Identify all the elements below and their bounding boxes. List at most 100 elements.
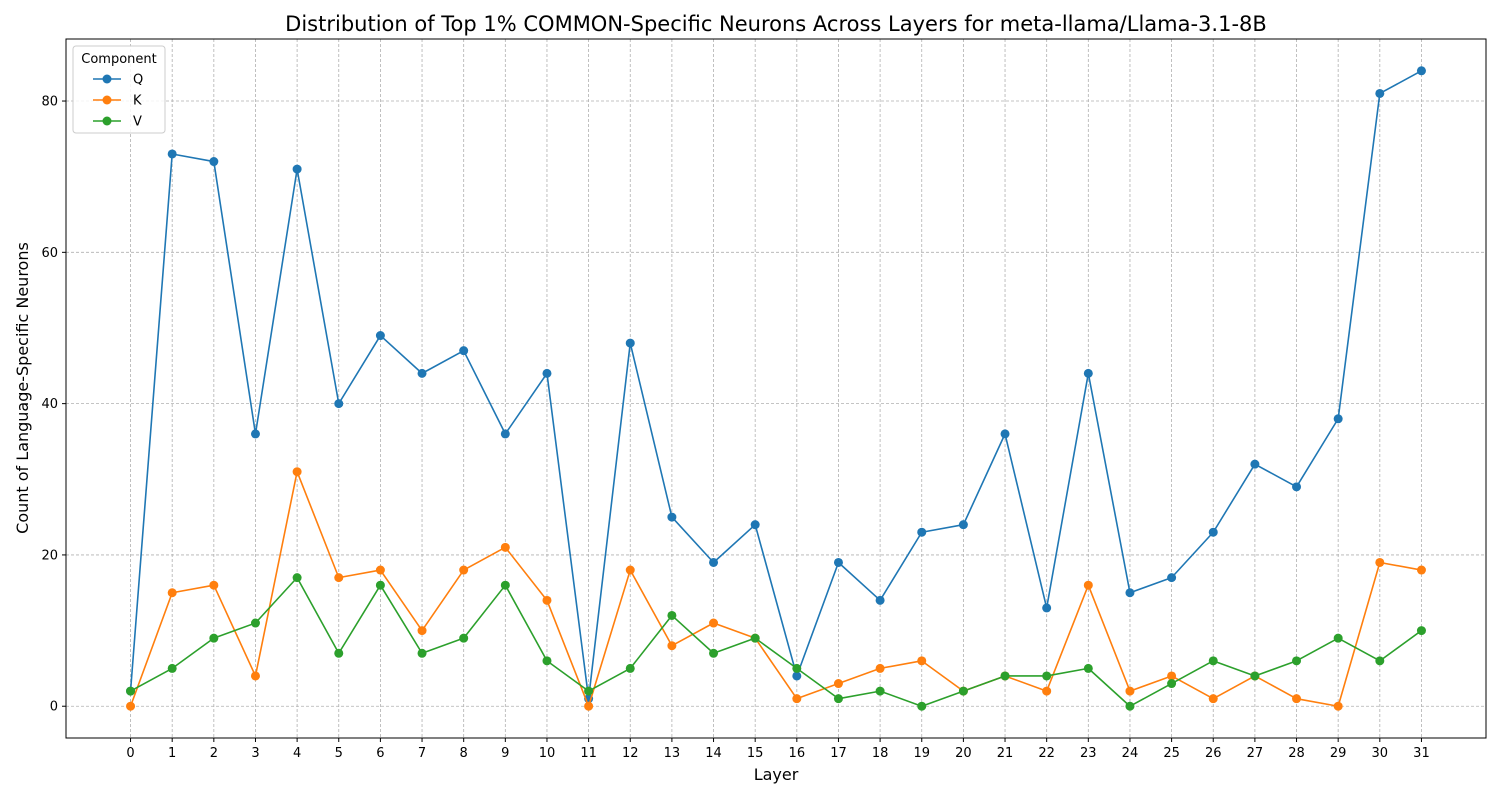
- data-point-q: [334, 399, 344, 409]
- data-point-k: [459, 565, 469, 575]
- data-point-v: [375, 580, 385, 590]
- x-tick-label: 31: [1413, 746, 1430, 761]
- x-tick-label: 25: [1163, 746, 1180, 761]
- x-tick-label: 22: [1038, 746, 1055, 761]
- data-point-q: [1208, 527, 1218, 537]
- x-tick-label: 0: [126, 746, 134, 761]
- y-tick-label: 80: [41, 95, 58, 110]
- series-line-v: [130, 576, 1422, 708]
- x-tick-label: 26: [1205, 746, 1222, 761]
- data-point-v: [1333, 633, 1343, 643]
- series-v: [126, 573, 1426, 711]
- data-point-q: [792, 671, 802, 681]
- data-point-v: [500, 580, 510, 590]
- legend-title: Component: [81, 52, 156, 67]
- x-tick-label: 28: [1288, 746, 1305, 761]
- data-point-v: [709, 648, 719, 658]
- x-tick-label: 14: [705, 746, 722, 761]
- y-tick-label: 0: [50, 700, 58, 715]
- data-point-q: [1000, 429, 1010, 439]
- data-point-k: [1167, 671, 1177, 681]
- x-tick-label: 2: [210, 746, 218, 761]
- data-point-k: [126, 701, 136, 711]
- data-point-q: [833, 557, 843, 567]
- x-tick-label: 24: [1122, 746, 1139, 761]
- data-point-q: [1416, 66, 1426, 76]
- data-point-k: [625, 565, 635, 575]
- data-point-q: [958, 520, 968, 530]
- data-point-k: [1208, 694, 1218, 704]
- x-tick-label: 3: [251, 746, 259, 761]
- series-q: [126, 66, 1426, 704]
- data-point-q: [875, 595, 885, 605]
- x-tick-label: 17: [830, 746, 847, 761]
- legend-item-k: K: [93, 94, 142, 109]
- data-point-v: [1083, 663, 1093, 673]
- data-point-k: [1292, 694, 1302, 704]
- data-point-k: [667, 641, 677, 651]
- data-point-q: [709, 557, 719, 567]
- data-point-v: [792, 663, 802, 673]
- chart-title: Distribution of Top 1% COMMON-Specific N…: [285, 12, 1267, 36]
- data-point-v: [625, 663, 635, 673]
- x-tick-label: 5: [335, 746, 343, 761]
- x-tick-label: 1: [168, 746, 176, 761]
- x-tick-label: 21: [997, 746, 1014, 761]
- series-layer: [126, 66, 1426, 711]
- data-point-v: [1292, 656, 1302, 666]
- data-point-k: [542, 595, 552, 605]
- data-point-q: [625, 338, 635, 348]
- data-point-v: [250, 618, 260, 628]
- x-tick-label: 8: [460, 746, 468, 761]
- x-tick-label: 18: [872, 746, 889, 761]
- data-point-k: [792, 694, 802, 704]
- data-point-v: [958, 686, 968, 696]
- data-point-v: [1125, 701, 1135, 711]
- x-tick-label: 12: [622, 746, 639, 761]
- data-point-q: [917, 527, 927, 537]
- y-axis-label: Count of Language-Specific Neurons: [13, 242, 32, 534]
- data-point-q: [1042, 603, 1052, 613]
- data-point-k: [1416, 565, 1426, 575]
- data-point-k: [500, 542, 510, 552]
- data-point-k: [709, 618, 719, 628]
- series-line-q: [129, 70, 1422, 700]
- data-point-k: [334, 573, 344, 583]
- x-tick-label: 27: [1247, 746, 1264, 761]
- data-point-v: [875, 686, 885, 696]
- data-point-q: [1125, 588, 1135, 598]
- x-tick-label: 6: [376, 746, 384, 761]
- data-point-k: [292, 467, 302, 477]
- data-point-q: [250, 429, 260, 439]
- legend-box: [72, 45, 166, 134]
- data-point-q: [1292, 482, 1302, 492]
- data-point-k: [584, 701, 594, 711]
- y-axis: 0 20 40 60 80: [41, 95, 66, 715]
- data-point-q: [459, 346, 469, 356]
- data-point-q: [1375, 88, 1385, 98]
- x-tick-label: 23: [1080, 746, 1097, 761]
- data-point-q: [500, 429, 510, 439]
- legend-marker-k: [102, 95, 112, 105]
- data-point-v: [1042, 671, 1052, 681]
- legend-items: QKV: [93, 73, 143, 130]
- data-point-q: [667, 512, 677, 522]
- x-tick-label: 19: [913, 746, 930, 761]
- data-point-k: [167, 588, 177, 598]
- data-point-k: [417, 626, 427, 636]
- x-tick-label: 15: [747, 746, 764, 761]
- y-tick-label: 60: [41, 246, 58, 261]
- data-point-v: [126, 686, 136, 696]
- data-point-q: [209, 157, 219, 167]
- legend-label-k: K: [133, 94, 142, 109]
- data-point-v: [667, 610, 677, 620]
- data-point-v: [1208, 656, 1218, 666]
- data-point-v: [167, 663, 177, 673]
- legend-marker-v: [102, 116, 112, 126]
- data-point-k: [209, 580, 219, 590]
- x-tick-label: 9: [501, 746, 509, 761]
- data-point-k: [1083, 580, 1093, 590]
- data-point-k: [375, 565, 385, 575]
